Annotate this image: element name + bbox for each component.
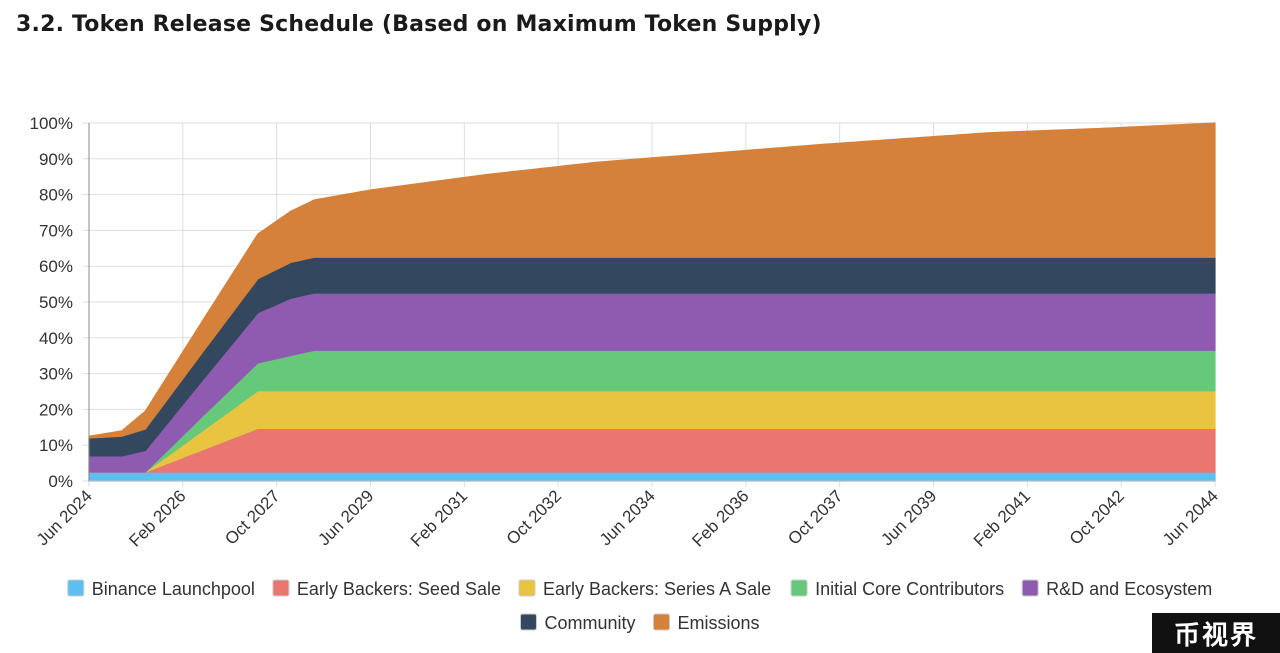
x-tick-label: Feb 2041 (970, 486, 1034, 550)
legend-label: Early Backers: Series A Sale (543, 579, 771, 599)
legend-swatch (272, 579, 290, 597)
legend-swatch (67, 579, 85, 597)
x-tick-label: Feb 2036 (688, 486, 752, 550)
x-tick-label: Oct 2042 (1066, 486, 1128, 548)
legend-label: Binance Launchpool (92, 579, 255, 599)
y-tick-label: 10% (39, 436, 73, 455)
y-tick-label: 60% (39, 257, 73, 276)
legend-item-community[interactable]: Community (519, 613, 636, 633)
legend-swatch (653, 613, 670, 631)
legend-swatch (518, 579, 536, 597)
legend-item-early-backers-seed-sale[interactable]: Early Backers: Seed Sale (272, 579, 501, 599)
x-tick-label: Jun 2029 (314, 486, 377, 549)
legend-item-r-d-and-ecosystem[interactable]: R&D and Ecosystem (1021, 579, 1212, 599)
legend-label: R&D and Ecosystem (1046, 579, 1212, 599)
legend-swatch (519, 613, 537, 631)
y-tick-label: 20% (39, 400, 73, 419)
x-tick-label: Oct 2032 (503, 486, 565, 548)
area-emissions (88, 122, 1216, 439)
x-tick-label: Oct 2037 (784, 486, 846, 548)
legend-item-binance-launchpool[interactable]: Binance Launchpool (67, 579, 255, 599)
y-tick-label: 0% (48, 472, 73, 491)
legend-item-initial-core-contributors[interactable]: Initial Core Contributors (790, 579, 1004, 599)
x-tick-label: Oct 2027 (221, 486, 283, 548)
x-tick-label: Jun 2034 (596, 486, 659, 549)
legend-label: Initial Core Contributors (815, 579, 1004, 599)
y-tick-label: 70% (39, 221, 73, 240)
x-tick-label: Jun 2024 (33, 486, 96, 549)
y-tick-label: 90% (39, 150, 73, 169)
legend-swatch (1021, 579, 1039, 597)
x-tick-label: Feb 2026 (125, 486, 189, 550)
chart-areas (88, 122, 1216, 482)
watermark-logo: 币视界 (1152, 613, 1280, 653)
legend-swatch (790, 579, 808, 597)
legend-label: Early Backers: Seed Sale (297, 579, 501, 599)
y-tick-label: 40% (39, 329, 73, 348)
chart-legend: Binance Launchpool Early Backers: Seed Sa… (67, 579, 1212, 633)
y-tick-label: 30% (39, 365, 73, 384)
area-binance-launchpool (88, 471, 1216, 482)
x-tick-label: Jun 2044 (1159, 486, 1222, 549)
page-title: 3.2. Token Release Schedule (Based on Ma… (16, 12, 822, 37)
area-early-backers-seed-sale (88, 427, 1216, 473)
legend-item-early-backers-series-a-sale[interactable]: Early Backers: Series A Sale (518, 579, 771, 599)
y-tick-label: 50% (39, 293, 73, 312)
y-tick-label: 80% (39, 186, 73, 205)
legend-label: Emissions (678, 613, 760, 633)
x-tick-label: Feb 2031 (407, 486, 471, 550)
legend-label: Community (544, 613, 635, 633)
y-tick-label: 100% (30, 114, 73, 133)
x-tick-label: Jun 2039 (877, 486, 940, 549)
legend-item-emissions[interactable]: Emissions (653, 613, 760, 633)
